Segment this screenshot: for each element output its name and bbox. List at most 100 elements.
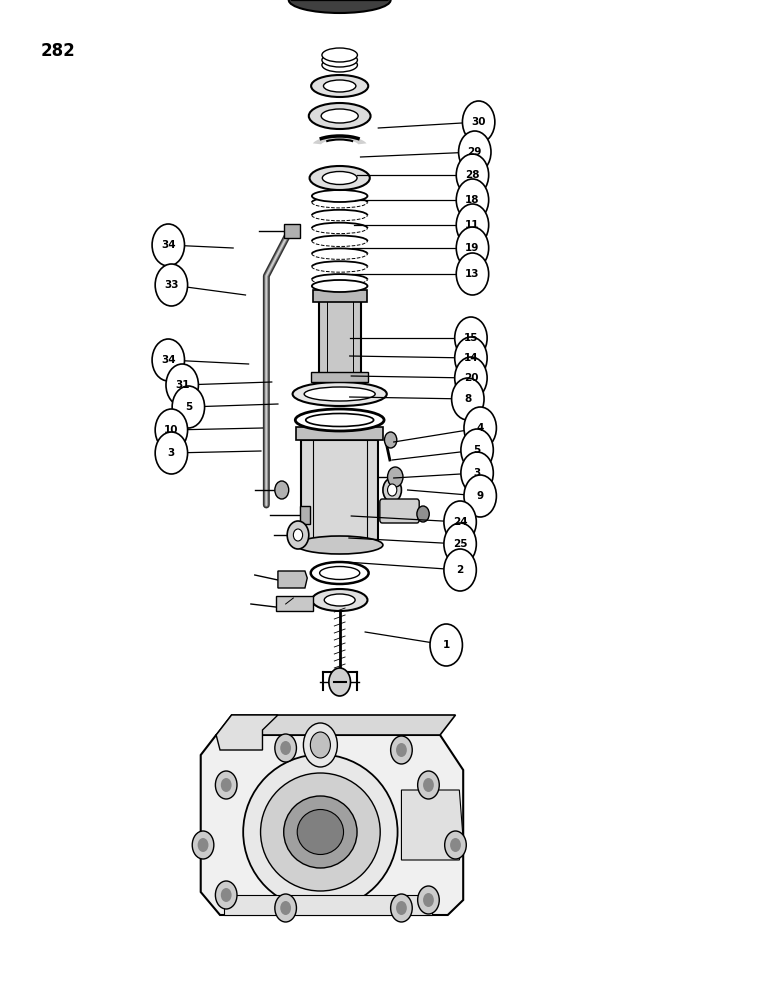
Circle shape: [166, 364, 198, 406]
Circle shape: [456, 253, 489, 295]
Ellipse shape: [312, 280, 367, 292]
Ellipse shape: [324, 594, 355, 606]
Bar: [313, 290, 367, 302]
Circle shape: [391, 736, 412, 764]
Circle shape: [455, 317, 487, 359]
Ellipse shape: [261, 773, 380, 891]
Ellipse shape: [323, 80, 356, 92]
Ellipse shape: [312, 589, 367, 611]
Circle shape: [152, 339, 185, 381]
Ellipse shape: [322, 171, 357, 184]
Circle shape: [418, 771, 439, 799]
Text: 30: 30: [472, 117, 486, 127]
Circle shape: [152, 224, 185, 266]
Text: 3: 3: [473, 468, 481, 478]
Circle shape: [383, 478, 401, 502]
Circle shape: [329, 668, 350, 696]
Circle shape: [455, 357, 487, 399]
Circle shape: [450, 838, 461, 852]
Text: 14: 14: [464, 353, 478, 363]
Circle shape: [417, 506, 429, 522]
Circle shape: [155, 409, 188, 451]
Polygon shape: [216, 715, 278, 750]
Text: 8: 8: [464, 394, 472, 404]
Circle shape: [396, 743, 407, 757]
Circle shape: [456, 154, 489, 196]
Text: 20: 20: [464, 373, 478, 383]
Ellipse shape: [322, 48, 357, 62]
Text: 1: 1: [442, 640, 450, 650]
Polygon shape: [278, 571, 307, 588]
Circle shape: [388, 467, 403, 487]
Circle shape: [303, 723, 337, 767]
Ellipse shape: [322, 58, 357, 72]
Circle shape: [444, 523, 476, 565]
Circle shape: [418, 886, 439, 914]
Circle shape: [462, 101, 495, 143]
Ellipse shape: [310, 562, 369, 584]
Text: 25: 25: [453, 539, 467, 549]
Ellipse shape: [320, 566, 360, 580]
Circle shape: [396, 901, 407, 915]
Text: 24: 24: [453, 517, 467, 527]
Circle shape: [444, 501, 476, 543]
Text: 5: 5: [185, 402, 192, 412]
Circle shape: [221, 888, 232, 902]
Ellipse shape: [297, 810, 344, 854]
Circle shape: [280, 901, 291, 915]
Text: 33: 33: [164, 280, 178, 290]
Text: 15: 15: [464, 333, 478, 343]
Text: 3: 3: [168, 448, 175, 458]
Circle shape: [430, 624, 462, 666]
Text: 9: 9: [476, 491, 484, 501]
Circle shape: [275, 481, 289, 499]
Circle shape: [455, 337, 487, 379]
Bar: [300, 506, 310, 524]
Circle shape: [192, 831, 214, 859]
Ellipse shape: [312, 190, 367, 202]
Circle shape: [280, 741, 291, 755]
Polygon shape: [401, 790, 463, 860]
Bar: [311, 372, 368, 382]
Ellipse shape: [293, 382, 387, 406]
Circle shape: [215, 881, 237, 909]
Bar: [284, 224, 300, 238]
Polygon shape: [201, 735, 463, 915]
Text: 29: 29: [468, 147, 482, 157]
Ellipse shape: [304, 387, 375, 401]
Text: 19: 19: [466, 243, 479, 253]
Ellipse shape: [309, 103, 371, 129]
Text: 34: 34: [161, 355, 175, 365]
Text: 13: 13: [466, 269, 479, 279]
Circle shape: [310, 732, 330, 758]
Text: 18: 18: [466, 195, 479, 205]
Bar: [301, 440, 378, 545]
Text: 11: 11: [466, 220, 479, 230]
Text: 2: 2: [456, 565, 464, 575]
Circle shape: [198, 838, 208, 852]
Bar: [276, 596, 313, 611]
Circle shape: [456, 227, 489, 269]
Circle shape: [461, 429, 493, 471]
Circle shape: [221, 778, 232, 792]
Circle shape: [461, 452, 493, 494]
Circle shape: [444, 549, 476, 591]
Bar: [319, 294, 361, 376]
Polygon shape: [216, 715, 455, 735]
Circle shape: [456, 179, 489, 221]
Circle shape: [423, 893, 434, 907]
Text: 4: 4: [476, 423, 484, 433]
Text: 5: 5: [473, 445, 481, 455]
Circle shape: [459, 131, 491, 173]
Circle shape: [155, 264, 188, 306]
Circle shape: [423, 778, 434, 792]
Ellipse shape: [289, 0, 391, 13]
Ellipse shape: [321, 109, 358, 123]
Ellipse shape: [310, 166, 370, 190]
Ellipse shape: [306, 413, 374, 426]
Circle shape: [456, 204, 489, 246]
Text: 28: 28: [466, 170, 479, 180]
Ellipse shape: [296, 536, 383, 554]
Circle shape: [287, 521, 309, 549]
Polygon shape: [224, 895, 432, 915]
